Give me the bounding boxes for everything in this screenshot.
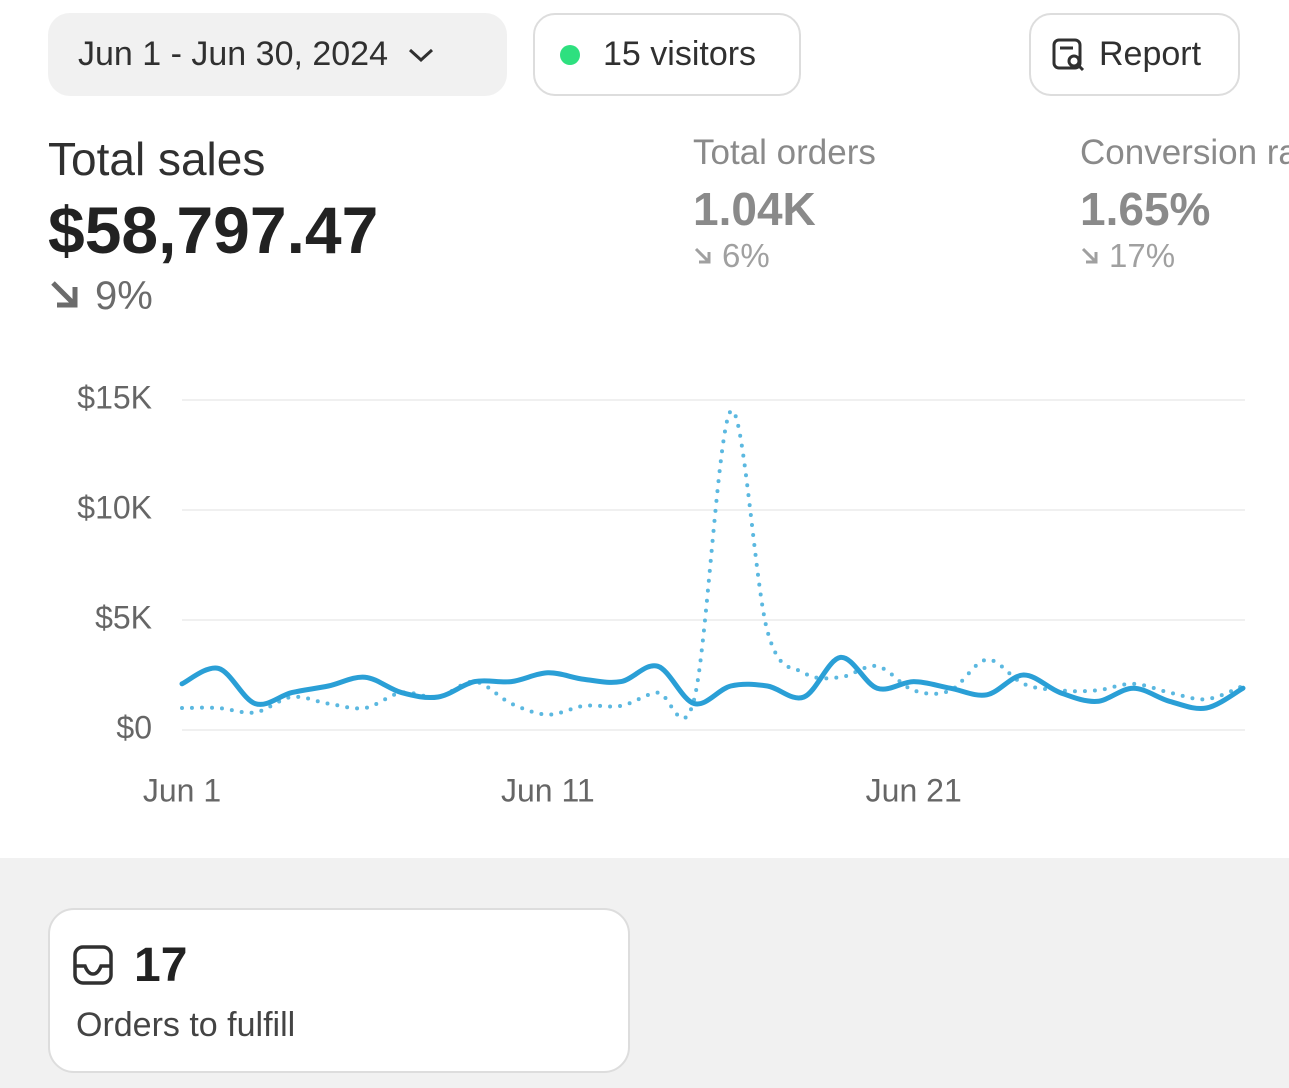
metric-value: 1.65% xyxy=(1080,183,1211,235)
y-tick-label: $5K xyxy=(95,599,152,635)
sales-chart: $0 $5K $10K $15K Jun 1 Jun 11 Jun 21 xyxy=(77,379,1246,808)
sales-line xyxy=(179,654,1246,711)
x-tick-label: Jun 21 xyxy=(866,772,962,808)
metric-value: $58,797.47 xyxy=(48,193,379,267)
down-arrow xyxy=(694,247,711,264)
metric-change: 17% xyxy=(1109,237,1176,274)
metric-value: 1.04K xyxy=(693,183,816,235)
report-button[interactable]: Report xyxy=(1029,13,1240,96)
date-picker[interactable]: Jun 1 - Jun 30, 2024 xyxy=(48,13,507,96)
report-icon xyxy=(1052,38,1085,71)
inbox-icon xyxy=(73,945,113,985)
metric-label: Total sales xyxy=(48,133,266,185)
visitors: 15 visitors xyxy=(603,35,757,73)
date-range: Jun 1 - Jun 30, 2024 xyxy=(78,35,389,73)
y-tick-label: $15K xyxy=(77,379,152,415)
task-label: Orders to fulfill xyxy=(76,1006,296,1044)
metric-change: 6% xyxy=(722,237,770,274)
down-arrow xyxy=(1081,247,1098,264)
visitors-button[interactable]: 15 visitors xyxy=(533,13,801,96)
x-tick-label: Jun 11 xyxy=(501,772,595,808)
metric-label: Conversion rate xyxy=(1080,133,1289,172)
task-card[interactable]: 17 Orders to fulfill xyxy=(48,908,630,1073)
y-tick-label: $10K xyxy=(77,489,152,525)
metric-change: 9% xyxy=(95,274,153,318)
report: Report xyxy=(1099,35,1202,73)
chevron-icon xyxy=(409,48,434,62)
task-count: 17 xyxy=(134,939,188,992)
x-tick-label: Jun 1 xyxy=(143,772,221,808)
y-tick-label: $0 xyxy=(116,709,152,745)
down-arrow xyxy=(51,281,78,308)
live-dot xyxy=(560,44,580,65)
metric-label: Total orders xyxy=(693,133,876,172)
comparison-line xyxy=(180,408,1245,721)
